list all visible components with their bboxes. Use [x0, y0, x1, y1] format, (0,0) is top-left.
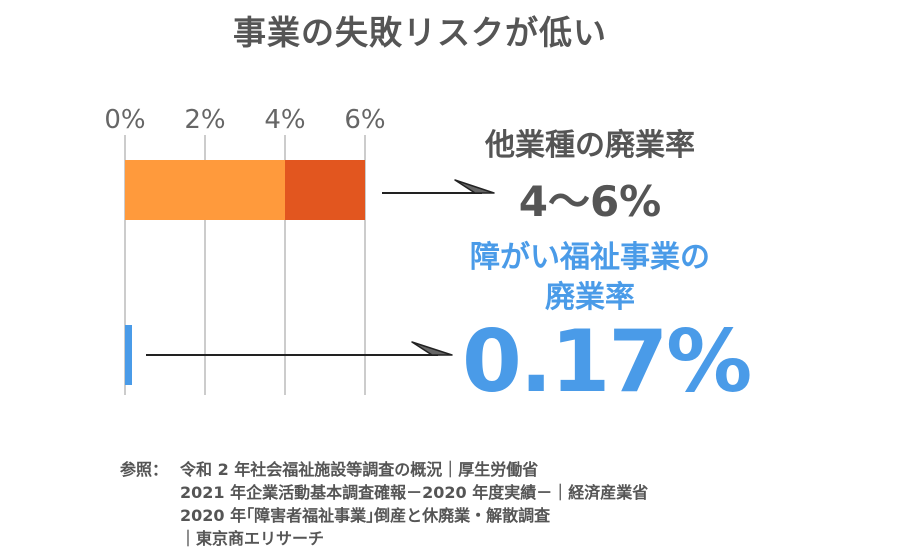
sources-prefix: 参照： [120, 460, 169, 479]
other-industry-label: 他業種の廃業率 [485, 128, 695, 163]
x-tick-label: 0% [104, 105, 145, 135]
bar-other-range [285, 160, 365, 220]
welfare-label: 障がい福祉事業の 廃業率 [430, 238, 750, 318]
source-line-2: 2021 年企業活動基本調査確報－2020 年度実績－｜経済産業省 [180, 483, 649, 502]
bar-other-base [125, 160, 285, 220]
x-axis-ticks: 0% 2% 4% 6% [104, 105, 385, 135]
arrow-welfare-head [411, 341, 453, 356]
x-tick-label: 6% [344, 105, 385, 135]
arrows [146, 179, 495, 356]
x-tick-label: 4% [264, 105, 305, 135]
arrow-other-head [454, 179, 495, 194]
welfare-label-line1: 障がい福祉事業の [470, 240, 710, 275]
chart-title: 事業の失敗リスクが低い [233, 13, 607, 52]
bar-chart: 0% 2% 4% 6% [104, 105, 495, 395]
welfare-label-line2: 廃業率 [545, 280, 635, 315]
source-line-1: 参照： 令和 2 年社会福祉施設等調査の概況｜厚生労働省 [120, 460, 539, 479]
bar-welfare [125, 325, 132, 385]
welfare-value: 0.17% [462, 312, 752, 412]
source-line-4: ｜東京商エリサーチ [180, 529, 325, 548]
sources-block: 参照： 令和 2 年社会福祉施設等調査の概況｜厚生労働省 2021 年企業活動基本… [120, 458, 820, 550]
other-industry-value: 4〜6% [518, 177, 662, 226]
x-tick-label: 2% [184, 105, 225, 135]
bars [125, 160, 365, 385]
source-line-3: 2020 年｢障害者福祉事業｣倒産と休廃業・解散調査 [180, 506, 551, 525]
